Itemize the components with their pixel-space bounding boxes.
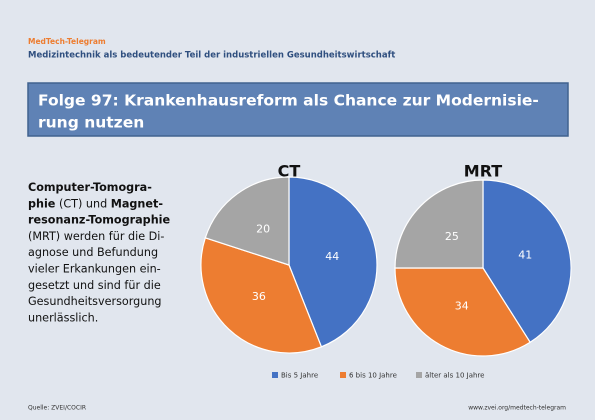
- body-line: phie (CT) und Magnet-: [28, 197, 163, 210]
- slice-label: 41: [518, 249, 532, 262]
- charts: CT 44 36 20 MRT 41 34 25 Bis 5 Jahre 6 bis 10 Jah…: [200, 162, 572, 380]
- legend-label: älter als 10 Jahre: [425, 372, 484, 380]
- body-segment: resonanz-Tomographie: [28, 214, 170, 227]
- pie-slice: [204, 176, 290, 266]
- legend-swatch: [272, 372, 278, 378]
- pie-slice: [200, 237, 323, 354]
- body-segment: Gesundheitsversorgung: [28, 295, 162, 308]
- slice-label: 36: [252, 290, 266, 303]
- body-line: Computer-Tomogra-: [28, 181, 152, 194]
- body-line: agnose und Befundung: [28, 246, 158, 259]
- pie-title: MRT: [464, 162, 503, 181]
- body-segment: (MRT) werden für die Di-: [28, 230, 164, 243]
- body-text: Computer-Tomogra-phie (CT) und Magnet-re…: [28, 181, 170, 324]
- body-segment: agnose und Befundung: [28, 246, 158, 259]
- legend-swatch: [416, 372, 422, 378]
- body-segment: vieler Erkankungen ein-: [28, 263, 161, 276]
- pie-title: CT: [278, 162, 301, 181]
- body-line: resonanz-Tomographie: [28, 214, 170, 227]
- body-segment: (CT) und: [55, 197, 110, 210]
- body-segment: gesetzt und sind für die: [28, 279, 161, 292]
- body-segment: phie: [28, 197, 56, 210]
- url: www.zvei.org/medtech-telegram: [468, 405, 566, 412]
- pie-slice: [394, 267, 531, 357]
- legend-label: Bis 5 Jahre: [281, 372, 318, 380]
- body-line: vieler Erkankungen ein-: [28, 263, 161, 276]
- body-segment: unerlässlich.: [28, 311, 98, 324]
- subtitle: Medizintechnik als bedeutender Teil der …: [28, 51, 395, 61]
- body-line: unerlässlich.: [28, 311, 98, 324]
- body-line: Gesundheitsversorgung: [28, 295, 162, 308]
- body-segment: Computer-Tomogra-: [28, 181, 152, 194]
- title-line: rung nutzen: [38, 114, 144, 132]
- legend-label: 6 bis 10 Jahre: [349, 372, 397, 380]
- body-segment: Magnet-: [111, 197, 164, 210]
- slice-label: 20: [256, 222, 270, 235]
- title-line: Folge 97: Krankenhausreform als Chance z…: [38, 92, 539, 110]
- body-line: (MRT) werden für die Di-: [28, 230, 164, 243]
- slice-label: 34: [455, 300, 469, 313]
- pie-slice: [288, 176, 378, 348]
- body-line: gesetzt und sind für die: [28, 279, 161, 292]
- pie-slice: [394, 179, 484, 269]
- source: Quelle: ZVEI/COCIR: [28, 405, 86, 412]
- title-box: [27, 82, 569, 137]
- legend-swatch: [340, 372, 346, 378]
- slice-label: 25: [445, 230, 459, 243]
- slice-label: 44: [325, 250, 339, 263]
- brand: MedTech-Telegram: [28, 37, 106, 46]
